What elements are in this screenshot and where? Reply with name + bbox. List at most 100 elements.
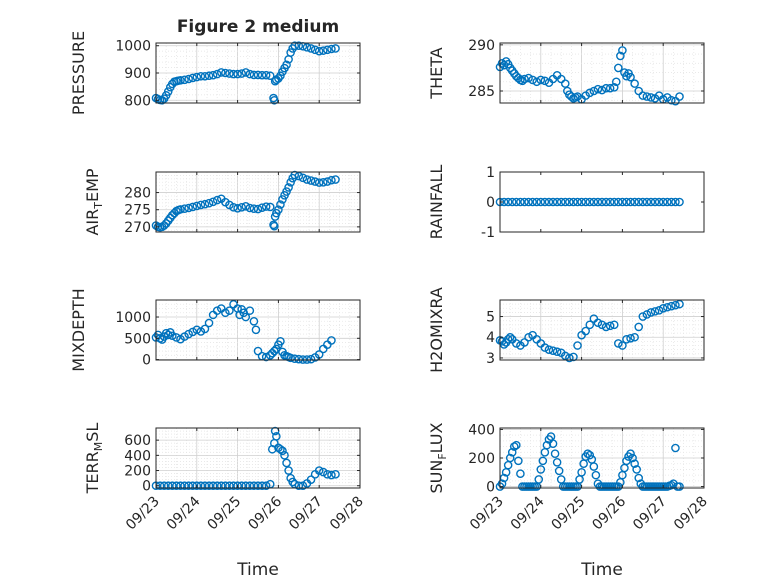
data-point [276,200,285,209]
data-point [184,481,193,491]
data-point [505,332,515,342]
data-point [290,170,300,180]
data-point [270,221,279,231]
data-point [318,46,328,55]
data-point [282,60,291,70]
data-series [495,197,684,207]
data-point [585,320,595,330]
data-point [245,481,255,491]
data-point [282,458,291,468]
y-tick-label: 1000 [115,39,151,55]
data-point [577,467,586,477]
data-point [253,70,263,80]
data-point [512,440,521,450]
data-point [609,197,619,207]
y-label-rest: SL [83,423,102,442]
data-point [507,197,517,207]
data-point [261,352,271,362]
data-point [520,338,529,347]
data-point [560,351,570,361]
data-point [261,481,271,491]
data-point [626,449,635,459]
data-point [675,482,684,491]
data-point [609,83,619,92]
data-point [658,197,668,207]
data-point [618,46,627,55]
data-point [503,335,513,344]
data-point [204,71,214,81]
x-tick-label: 09/27 [286,494,326,534]
data-point [593,318,603,328]
data-point [573,197,582,207]
data-point [516,197,525,207]
data-point [241,312,251,322]
data-point [280,451,289,460]
data-point [192,72,202,82]
y-label-rest: LUX [427,422,446,453]
data-point [505,453,515,463]
data-point [577,197,586,207]
data-point [318,177,328,187]
data-point [630,459,639,469]
data-point [314,178,324,187]
data-point [176,76,185,85]
data-point [667,480,676,490]
grid-lines [155,299,361,360]
y-label-sub: T [92,202,105,210]
axes-box [155,299,361,361]
y-axis-label: H2OMIXRA [427,287,446,373]
data-point [225,306,234,315]
x-axis-label: Time [236,560,279,580]
data-series [151,170,340,232]
data-point [270,346,279,356]
y-tick-label: 600 [124,433,151,449]
data-point [569,197,578,207]
data-point [180,75,189,85]
data-point [524,332,533,342]
data-point [593,84,603,94]
data-point [548,346,558,355]
subplot-terr-msl: 09/23 09/24 09/25 09/26 09/27 09/28 0200400600… [83,423,367,580]
axes-box [155,171,361,233]
data-point [237,203,246,212]
chart-title: Figure 2 medium [177,17,339,37]
data-point [634,197,644,207]
data-point [654,197,664,207]
data-point [290,41,300,51]
data-point [331,470,340,479]
data-point [626,333,635,343]
data-point [552,457,562,467]
data-point [534,475,544,484]
subplot-h2omixra: 3 4 5 H2OMIXRA [427,287,705,373]
data-point [168,331,177,341]
data-point [172,333,181,342]
data-point [265,202,275,212]
x-axis-label: Time [580,560,623,580]
y-tick-label: 3 [486,351,495,367]
data-point [638,197,648,207]
data-point [314,46,324,56]
subplot-theta: 285 290 THETA [427,38,705,106]
data-point [241,201,251,211]
data-point [200,71,210,81]
x-tick-label: 09/26 [245,493,285,533]
data-series [495,432,684,491]
data-point [540,76,550,86]
data-point [278,195,287,204]
y-tick-label: 4 [486,330,495,346]
data-point [225,69,234,78]
y-label-main: SUN [427,460,446,494]
data-point [302,175,312,184]
data-point [298,173,308,183]
y-label-main: TERR [83,451,102,494]
data-point [306,354,316,364]
data-point [597,320,607,330]
data-point [536,197,546,207]
y-tick-label: 500 [124,331,151,347]
data-point [650,307,660,316]
data-point [524,197,533,207]
data-point [609,320,619,330]
data-point [192,325,202,335]
data-point [642,92,652,101]
data-point [188,73,198,83]
